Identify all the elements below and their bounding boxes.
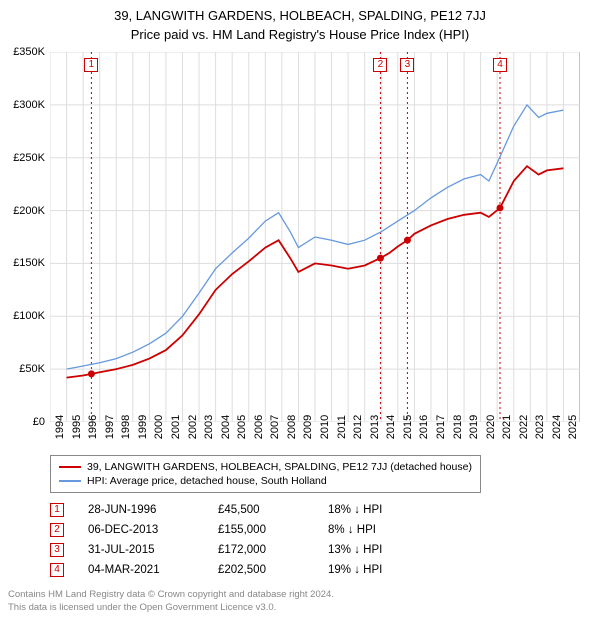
sales-marker: 2 bbox=[50, 523, 64, 537]
legend: 39, LANGWITH GARDENS, HOLBEACH, SPALDING… bbox=[50, 455, 481, 493]
sales-row: 3 31-JUL-2015£172,00013% ↓ HPI bbox=[50, 540, 428, 560]
x-tick-label: 1994 bbox=[54, 415, 66, 439]
x-tick-label: 2006 bbox=[253, 415, 265, 439]
chart-subtitle: Price paid vs. HM Land Registry's House … bbox=[0, 23, 600, 46]
x-tick-label: 2023 bbox=[534, 415, 546, 439]
x-tick-label: 2002 bbox=[187, 415, 199, 439]
x-tick-label: 2022 bbox=[518, 415, 530, 439]
footer-line-1: Contains HM Land Registry data © Crown c… bbox=[8, 589, 334, 601]
chart-marker-1: 1 bbox=[84, 58, 98, 72]
x-tick-label: 2024 bbox=[551, 415, 563, 439]
x-tick-label: 2010 bbox=[319, 415, 331, 439]
y-tick-label: £150K bbox=[13, 257, 45, 269]
chart-svg bbox=[50, 52, 580, 422]
x-tick-label: 2007 bbox=[269, 415, 281, 439]
chart-marker-2: 2 bbox=[373, 58, 387, 72]
x-tick-label: 2021 bbox=[501, 415, 513, 439]
y-tick-label: £0 bbox=[33, 416, 45, 428]
sales-price: £155,000 bbox=[218, 524, 328, 536]
footer-text: Contains HM Land Registry data © Crown c… bbox=[8, 589, 334, 614]
sales-date: 28-JUN-1996 bbox=[88, 504, 218, 516]
legend-swatch bbox=[59, 466, 81, 468]
x-tick-label: 2003 bbox=[203, 415, 215, 439]
x-tick-label: 2001 bbox=[170, 415, 182, 439]
sales-marker: 1 bbox=[50, 503, 64, 517]
sales-row: 4 04-MAR-2021£202,50019% ↓ HPI bbox=[50, 560, 428, 580]
y-tick-label: £250K bbox=[13, 152, 45, 164]
sales-diff: 13% ↓ HPI bbox=[328, 544, 428, 556]
sales-marker: 3 bbox=[50, 543, 64, 557]
x-tick-label: 2016 bbox=[418, 415, 430, 439]
x-tick-label: 1996 bbox=[87, 415, 99, 439]
x-tick-label: 2018 bbox=[452, 415, 464, 439]
y-tick-label: £100K bbox=[13, 310, 45, 322]
y-tick-label: £50K bbox=[19, 363, 45, 375]
sales-table: 1 28-JUN-1996£45,50018% ↓ HPI 2 06-DEC-2013… bbox=[50, 500, 428, 580]
x-tick-label: 2011 bbox=[336, 415, 348, 439]
legend-swatch bbox=[59, 480, 81, 481]
legend-item: HPI: Average price, detached house, Sout… bbox=[59, 474, 472, 488]
x-tick-label: 1999 bbox=[137, 415, 149, 439]
chart-area: 1234£0£50K£100K£150K£200K£250K£300K£350K… bbox=[50, 52, 580, 422]
chart-title: 39, LANGWITH GARDENS, HOLBEACH, SPALDING… bbox=[0, 0, 600, 23]
x-tick-label: 2025 bbox=[567, 415, 579, 439]
legend-item: 39, LANGWITH GARDENS, HOLBEACH, SPALDING… bbox=[59, 460, 472, 474]
x-tick-label: 2013 bbox=[369, 415, 381, 439]
x-tick-label: 2005 bbox=[236, 415, 248, 439]
sales-diff: 18% ↓ HPI bbox=[328, 504, 428, 516]
x-tick-label: 2020 bbox=[485, 415, 497, 439]
x-tick-label: 1995 bbox=[71, 415, 83, 439]
x-tick-label: 2017 bbox=[435, 415, 447, 439]
x-tick-label: 2019 bbox=[468, 415, 480, 439]
x-tick-label: 1997 bbox=[104, 415, 116, 439]
footer-line-2: This data is licensed under the Open Gov… bbox=[8, 602, 334, 614]
x-tick-label: 2004 bbox=[220, 415, 232, 439]
x-tick-label: 1998 bbox=[120, 415, 132, 439]
x-tick-label: 2012 bbox=[352, 415, 364, 439]
legend-label: HPI: Average price, detached house, Sout… bbox=[87, 475, 327, 487]
x-tick-label: 2000 bbox=[153, 415, 165, 439]
chart-container: 39, LANGWITH GARDENS, HOLBEACH, SPALDING… bbox=[0, 0, 600, 620]
sales-row: 1 28-JUN-1996£45,50018% ↓ HPI bbox=[50, 500, 428, 520]
sales-date: 06-DEC-2013 bbox=[88, 524, 218, 536]
chart-marker-3: 3 bbox=[400, 58, 414, 72]
y-tick-label: £350K bbox=[13, 46, 45, 58]
x-tick-label: 2014 bbox=[385, 415, 397, 439]
sales-row: 2 06-DEC-2013£155,0008% ↓ HPI bbox=[50, 520, 428, 540]
x-tick-label: 2008 bbox=[286, 415, 298, 439]
y-tick-label: £300K bbox=[13, 99, 45, 111]
sales-price: £45,500 bbox=[218, 504, 328, 516]
chart-marker-4: 4 bbox=[493, 58, 507, 72]
x-tick-label: 2009 bbox=[302, 415, 314, 439]
y-tick-label: £200K bbox=[13, 205, 45, 217]
sales-diff: 19% ↓ HPI bbox=[328, 564, 428, 576]
sales-price: £202,500 bbox=[218, 564, 328, 576]
x-tick-label: 2015 bbox=[402, 415, 414, 439]
legend-label: 39, LANGWITH GARDENS, HOLBEACH, SPALDING… bbox=[87, 461, 472, 473]
sales-price: £172,000 bbox=[218, 544, 328, 556]
sales-diff: 8% ↓ HPI bbox=[328, 524, 428, 536]
sales-date: 04-MAR-2021 bbox=[88, 564, 218, 576]
sales-date: 31-JUL-2015 bbox=[88, 544, 218, 556]
sales-marker: 4 bbox=[50, 563, 64, 577]
